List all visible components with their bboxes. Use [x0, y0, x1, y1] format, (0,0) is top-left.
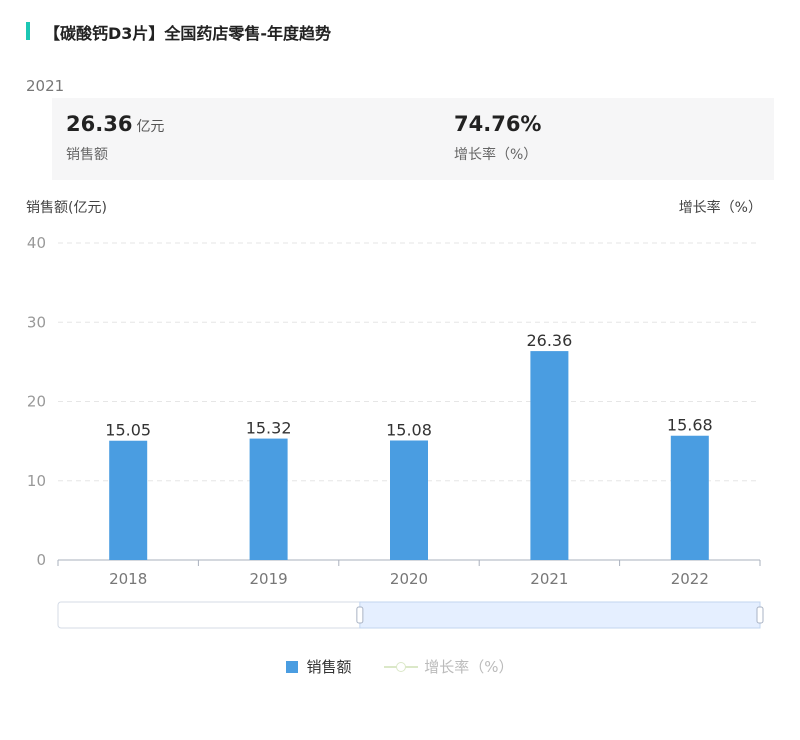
y2-axis-title: 增长率（%）	[678, 200, 762, 216]
data-label-2020: 15.08	[386, 420, 432, 439]
data-label-2021: 26.36	[526, 331, 572, 350]
y-tick-label: 30	[27, 313, 46, 331]
growth-stat: 74.76% 增长率（%）	[454, 112, 541, 164]
y-tick-label: 20	[27, 393, 46, 411]
legend-growth-label: 增长率（%）	[424, 658, 514, 676]
chart-legend: 销售额 增长率（%）	[0, 656, 800, 677]
legend-bar-swatch	[286, 660, 299, 673]
zoom-slider-handle-right[interactable]	[756, 606, 764, 624]
data-label-2019: 15.32	[246, 419, 292, 438]
x-tick-label-2019: 2019	[250, 570, 288, 588]
y-tick-label: 0	[36, 551, 46, 569]
bar-2021	[530, 351, 569, 560]
legend-item-sales[interactable]: 销售额	[286, 656, 351, 677]
zoom-slider-handle-left[interactable]	[356, 606, 364, 624]
growth-value: 74.76%	[454, 112, 542, 136]
y-tick-label: 10	[27, 472, 46, 490]
sales-unit: 亿元	[136, 119, 165, 135]
sales-stat: 26.36 亿元 销售额	[66, 112, 164, 164]
legend-line-swatch	[384, 661, 419, 673]
y-tick-label: 40	[27, 234, 46, 252]
summary-year: 2021	[26, 77, 65, 95]
x-tick-label-2022: 2022	[671, 570, 709, 588]
growth-label: 增长率（%）	[454, 147, 538, 163]
sales-label: 销售额	[66, 147, 108, 163]
title-accent-bar	[26, 22, 30, 40]
legend-item-growth[interactable]: 增长率（%）	[384, 656, 514, 677]
x-tick-label-2018: 2018	[109, 570, 147, 588]
y-axis-title: 销售额(亿元)	[26, 200, 107, 216]
data-label-2022: 15.68	[667, 416, 713, 435]
bar-2020	[390, 440, 428, 560]
bar-2019	[249, 438, 288, 560]
legend-sales-label: 销售额	[306, 658, 352, 676]
sales-value: 26.36	[66, 112, 133, 136]
zoom-slider-selection	[359, 601, 761, 629]
x-tick-label-2021: 2021	[530, 570, 568, 588]
summary-panel: 26.36 亿元 销售额 74.76% 增长率（%）	[52, 98, 774, 180]
x-tick-label-2020: 2020	[390, 570, 428, 588]
page-title: 【碳酸钙D3片】全国药店零售-年度趋势	[44, 24, 332, 43]
bar-2018	[109, 440, 148, 560]
bar-2022	[670, 435, 709, 560]
data-label-2018: 15.05	[105, 421, 151, 440]
